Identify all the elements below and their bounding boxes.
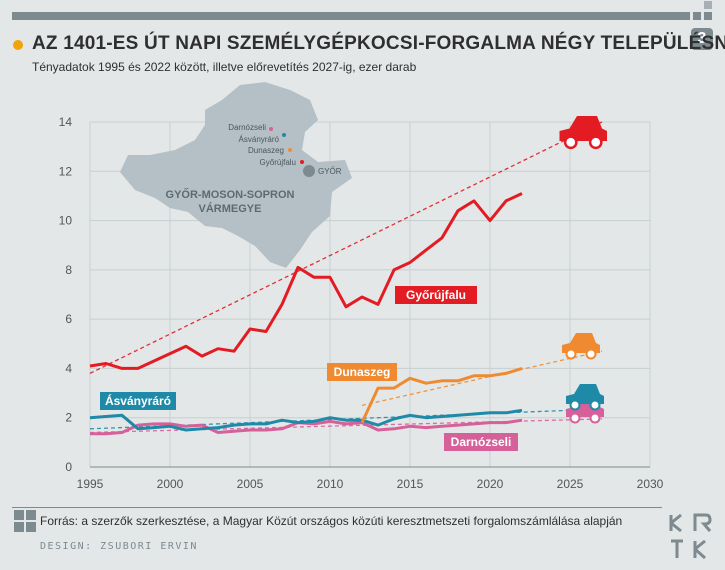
y-tick-label: 6 bbox=[65, 312, 72, 326]
place-dot-asvanyraro bbox=[282, 133, 286, 137]
y-tick-label: 8 bbox=[65, 263, 72, 277]
top-bar bbox=[12, 12, 690, 20]
y-tick-label: 10 bbox=[59, 214, 73, 228]
y-tick-label: 4 bbox=[65, 361, 72, 375]
krtk-logo-icon bbox=[669, 513, 712, 560]
series-label-box-asvanyraro bbox=[100, 392, 176, 410]
axes: 0 2 4 6 8 10 12 14 1995 2000 2005 2010 2015 2020 2025 2… bbox=[59, 115, 664, 491]
series-labels: Darnózseli Ásványráró Dunaszeg Győrújfalu bbox=[100, 286, 518, 451]
footer-squares-icon bbox=[14, 510, 36, 532]
series-line-gyorujfalu bbox=[89, 192, 523, 370]
x-tick-label: 2010 bbox=[317, 477, 344, 491]
car-wheel bbox=[585, 348, 597, 360]
car-wheel bbox=[563, 135, 578, 150]
map-region-label: VÁRMEGYE bbox=[199, 202, 262, 215]
y-tick-label: 12 bbox=[59, 164, 73, 178]
series-label-darnozseli: Darnózseli bbox=[451, 435, 512, 449]
series-line-asvanyraro bbox=[89, 408, 523, 432]
series-label-box-darnozseli bbox=[444, 433, 518, 451]
map-region-label: GYŐR-MOSON-SOPRON bbox=[166, 188, 295, 201]
trend-line-darnozseli bbox=[89, 418, 603, 434]
series-label-box-dunaszeg bbox=[327, 363, 397, 381]
footer-divider bbox=[12, 507, 662, 508]
chart-subtitle: Tényadatok 1995 és 2022 között, illetve … bbox=[32, 60, 417, 74]
car-body bbox=[562, 333, 600, 353]
x-tick-label: 2000 bbox=[157, 477, 184, 491]
x-tick-label: 1995 bbox=[77, 477, 104, 491]
y-tick-label: 0 bbox=[65, 460, 72, 474]
place-dot-dunaszeg bbox=[288, 148, 292, 152]
car-icon-asvanyraro bbox=[566, 384, 604, 411]
car-icon-dunaszeg bbox=[562, 333, 600, 360]
place-label-darnozseli: Darnózseli bbox=[228, 123, 266, 132]
chart-title: AZ 1401-ES ÚT NAPI SZEMÉLYGÉPKOCSI-FORGA… bbox=[32, 33, 725, 54]
place-dot-darnozseli bbox=[269, 127, 273, 131]
series-label-gyorujfalu: Győrújfalu bbox=[406, 288, 466, 302]
y-tick-label: 2 bbox=[65, 411, 72, 425]
y-tick-label: 14 bbox=[59, 115, 73, 129]
car-wheel bbox=[589, 399, 601, 411]
design-credit: DESIGN: ZSUBORI ERVIN bbox=[40, 541, 198, 552]
place-label-gyorujfalu: Győrújfalu bbox=[260, 158, 296, 167]
gyor-city-marker bbox=[303, 165, 315, 177]
x-tick-label: 2030 bbox=[637, 477, 664, 491]
series-label-dunaszeg: Dunaszeg bbox=[334, 365, 391, 379]
corner-square bbox=[693, 12, 701, 20]
title-bullet bbox=[13, 40, 23, 50]
county-map-inset: GYŐR-MOSON-SOPRON VÁRMEGYE GYŐR Darnózse… bbox=[120, 82, 352, 268]
car-wheel bbox=[569, 399, 581, 411]
page-number-badge: 3 bbox=[691, 28, 713, 50]
county-map-shape bbox=[120, 82, 352, 268]
car-wheel bbox=[565, 348, 577, 360]
car-icon-gyorujfalu bbox=[559, 116, 607, 150]
x-tick-label: 2005 bbox=[237, 477, 264, 491]
series-lines bbox=[89, 192, 523, 436]
series-line-dunaszeg bbox=[360, 366, 523, 424]
car-body bbox=[566, 384, 604, 404]
line-chart: GYŐR-MOSON-SOPRON VÁRMEGYE GYŐR Darnózse… bbox=[59, 82, 664, 491]
x-tick-label: 2020 bbox=[477, 477, 504, 491]
car-body bbox=[559, 116, 607, 141]
car-wheel bbox=[588, 135, 603, 150]
x-tick-label: 2015 bbox=[397, 477, 424, 491]
place-dot-gyorujfalu bbox=[300, 160, 304, 164]
trend-line-dunaszeg bbox=[361, 350, 603, 407]
x-tick-label: 2025 bbox=[557, 477, 584, 491]
car-wheel bbox=[589, 412, 601, 424]
corner-square bbox=[704, 1, 712, 9]
place-label-asvanyraro: Ásványráró bbox=[239, 135, 280, 144]
car-icons bbox=[559, 116, 607, 424]
series-label-box-gyorujfalu bbox=[395, 286, 477, 304]
source-note: Forrás: a szerzők szerkesztése, a Magyar… bbox=[40, 514, 623, 528]
corner-square bbox=[704, 12, 712, 20]
car-wheel bbox=[569, 412, 581, 424]
place-label-dunaszeg: Dunaszeg bbox=[248, 146, 284, 155]
series-label-asvanyraro: Ásványráró bbox=[105, 393, 171, 408]
map-city-label: GYŐR bbox=[318, 167, 342, 176]
